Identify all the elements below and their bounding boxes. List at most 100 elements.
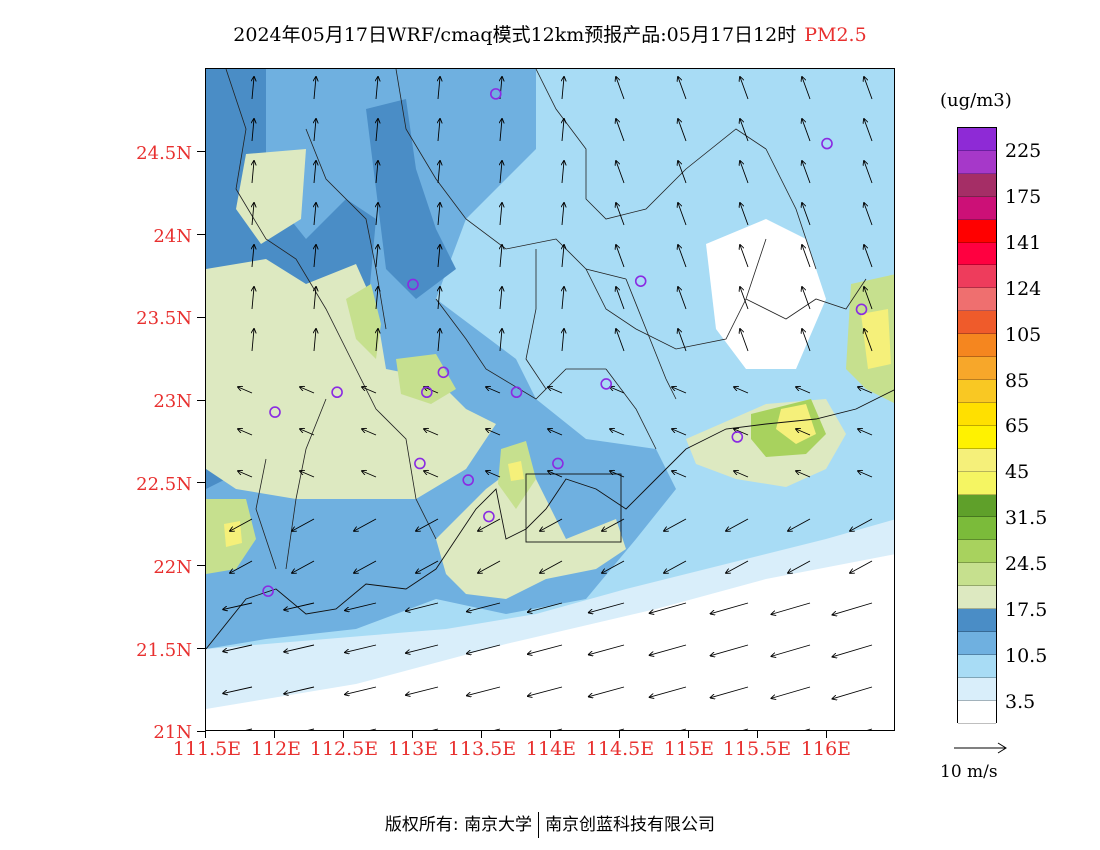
colorbar-segment [958,357,996,380]
wind-arrow [796,471,811,478]
wind-arrow [711,644,749,656]
wind-arrow [424,471,439,478]
wind-arrow [711,602,749,614]
wind-arrow [300,387,315,394]
wind-arrow [616,287,625,310]
wind-arrow [864,329,873,352]
wind-arrow [788,518,811,531]
wind-arrow [740,245,749,268]
wind-arrow [864,245,873,268]
wind-arrow [486,387,501,394]
wind-arrow [284,602,315,610]
field-below-3-sea [206,554,894,730]
wind-arrow [416,560,439,573]
wind-arrow [467,602,501,612]
station-marker [414,457,426,470]
wind-arrow [252,161,254,184]
colorbar-label: 3.5 [1005,691,1036,713]
wind-arrow [802,77,811,100]
colorbar-segment [958,128,996,151]
lon-label: 113.5E [447,738,517,760]
colorbar-segment [958,654,996,678]
boundary-line [395,69,627,280]
wind-arrow [406,686,439,695]
wind-arrow [802,203,811,226]
colorbar-segment [958,540,996,564]
station-marker [262,585,274,597]
wind-arrow [610,471,625,478]
wind-arrow [223,686,253,693]
colorbar-segment [958,425,996,449]
wind-arrow [650,602,687,613]
wind-arrow [500,329,502,352]
field-24-gz [396,354,456,404]
wind-arrow [858,429,873,436]
wind-arrow [562,161,564,184]
wind-arrow [223,644,253,651]
wind-arrow [602,560,625,573]
colorbar [957,127,997,724]
lat-label: 24N [153,226,192,247]
wind-arrow [832,602,873,615]
wind-arrow [252,329,254,352]
wind-arrow [438,329,440,352]
wind-arrow [562,245,564,268]
wind-arrow [740,287,749,310]
colorbar-label: 85 [1005,370,1030,392]
wind-arrow [467,644,501,654]
wind-arrow [438,119,440,142]
colorbar-segment [958,700,996,724]
wind-arrow [540,518,563,531]
wind-arrow [664,518,687,531]
wind-arrow [678,77,687,100]
wind-arrow [362,471,377,478]
wind-arrow [314,203,316,226]
station-marker [269,406,281,418]
colorbar-label: 225 [1005,140,1042,162]
map-frame [205,68,895,731]
wind-arrow [602,518,625,531]
axis-tick [197,316,205,318]
lon-label: 112.5E [309,738,379,760]
field-17-24-west [206,259,496,499]
colorbar-segment [958,609,996,632]
colorbar-unit: (ug/m3) [940,90,1012,111]
field-45-ne [861,309,891,369]
wind-arrow [610,387,625,394]
wind-arrow [562,77,564,100]
wind-arrow [223,602,253,609]
station-marker [855,303,868,316]
colorbar-label: 124 [1005,278,1042,300]
wind-arrow [678,119,687,142]
lat-label: 23N [153,391,192,412]
wind-arrow [300,429,315,436]
lon-label: 114E [525,738,577,760]
colorbar-label: 175 [1005,186,1042,208]
wind-arrow [672,471,687,478]
wind-arrow [858,387,873,394]
wind-arrow [858,471,873,478]
axis-tick [197,150,205,152]
wind-arrow [478,518,501,531]
axis-tick [619,731,620,738]
station-marker [407,278,419,291]
wind-arrow [672,387,687,394]
wind-arrow [528,686,563,696]
wind-arrow [788,560,811,573]
wind-arrow [589,602,625,613]
axis-tick [197,648,205,650]
wind-arrow [771,602,811,614]
colorbar-segment [958,242,996,266]
station-marker [437,366,450,379]
station-marker [510,386,523,399]
station-marker [331,386,343,399]
chart-title: 2024年05月17日WRF/cmaq模式12km预报产品:05月17日12时 P… [0,20,1100,47]
wind-arrow [850,560,873,573]
wind-arrow [292,518,315,531]
wind-arrow [300,471,315,478]
colorbar-label: 31.5 [1005,507,1048,529]
axis-tick [197,233,205,235]
wind-arrow [500,161,502,184]
colorbar-segment [958,563,996,587]
field-17-24-nw [236,149,306,244]
